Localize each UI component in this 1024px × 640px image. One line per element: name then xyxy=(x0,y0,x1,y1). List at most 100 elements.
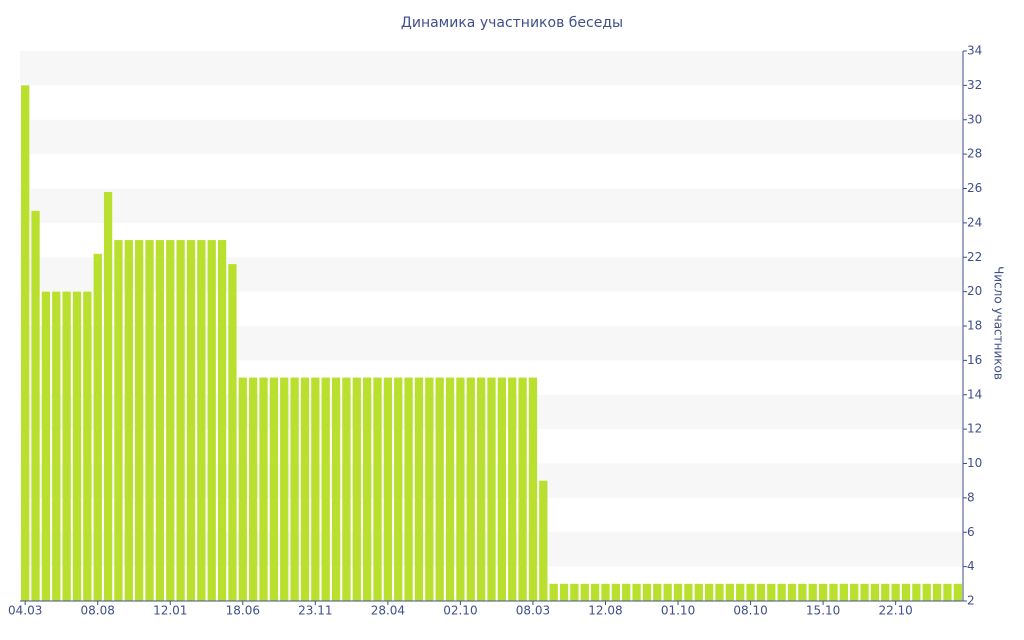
y-tick-label: 26 xyxy=(967,181,982,195)
y-tick-label: 16 xyxy=(967,353,982,367)
y-tick-label: 10 xyxy=(967,456,982,470)
x-tick-label: 18.06 xyxy=(226,604,260,618)
bar xyxy=(808,583,817,601)
y-tick-label: 30 xyxy=(967,112,982,126)
bar xyxy=(435,377,444,601)
bar xyxy=(632,583,641,601)
bar xyxy=(559,583,569,601)
bar xyxy=(425,377,434,601)
y-tick-label: 2 xyxy=(967,594,975,608)
x-tick-label: 02.10 xyxy=(443,604,477,618)
bar xyxy=(518,377,527,601)
bar xyxy=(715,583,724,601)
bar xyxy=(31,210,40,601)
bar xyxy=(839,583,848,601)
bar xyxy=(663,583,672,601)
y-tick-label: 24 xyxy=(967,215,982,229)
bar xyxy=(912,583,921,601)
bar xyxy=(684,583,693,601)
bar xyxy=(736,583,745,601)
x-tick-label: 04.03 xyxy=(8,604,42,618)
bar xyxy=(93,253,102,601)
bar xyxy=(300,377,310,601)
bar xyxy=(135,240,144,601)
bar xyxy=(155,240,165,601)
bar xyxy=(881,583,890,601)
bar xyxy=(642,583,652,601)
bar xyxy=(21,85,30,601)
x-tick-label: 28.04 xyxy=(371,604,405,618)
y-tick-label: 12 xyxy=(967,422,982,436)
bar xyxy=(694,583,703,601)
bar xyxy=(487,377,496,601)
bar xyxy=(870,583,880,601)
bar xyxy=(383,377,393,601)
bar xyxy=(528,377,538,601)
bar xyxy=(228,264,237,601)
bar xyxy=(352,377,361,601)
bar xyxy=(818,583,828,601)
bar xyxy=(103,191,113,601)
bar xyxy=(673,583,683,601)
bar xyxy=(932,583,942,601)
bar xyxy=(746,583,755,601)
chart-title: Динамика участников беседы xyxy=(401,15,623,31)
x-tick-label: 12.01 xyxy=(153,604,187,618)
bar xyxy=(549,583,558,601)
bar xyxy=(197,240,206,601)
bar xyxy=(445,377,455,601)
bar xyxy=(176,240,185,601)
bar xyxy=(860,583,869,601)
bar xyxy=(373,377,382,601)
bar xyxy=(331,377,341,601)
bar xyxy=(570,583,579,601)
bar xyxy=(311,377,320,601)
bar xyxy=(186,240,196,601)
bar xyxy=(850,583,859,601)
bar xyxy=(497,377,507,601)
y-tick-label: 18 xyxy=(967,319,982,333)
bar xyxy=(414,377,424,601)
bar xyxy=(611,583,620,601)
bar xyxy=(580,583,589,601)
bar xyxy=(217,240,227,601)
y-tick-label: 14 xyxy=(967,387,982,401)
bar xyxy=(798,583,807,601)
bar xyxy=(280,377,289,601)
bar xyxy=(829,583,838,601)
y-tick-label: 22 xyxy=(967,250,982,264)
x-tick-label: 01.10 xyxy=(661,604,695,618)
x-tick-label: 23.11 xyxy=(298,604,332,618)
bar xyxy=(114,240,123,601)
x-tick-label: 08.10 xyxy=(733,604,767,618)
y-axis-label: Число участников xyxy=(992,266,1006,380)
bar xyxy=(891,583,900,601)
x-tick-label: 08.03 xyxy=(516,604,550,618)
bar xyxy=(207,240,216,601)
bar xyxy=(238,377,247,601)
y-tick-label: 32 xyxy=(967,78,982,92)
x-tick-label: 12.08 xyxy=(588,604,622,618)
bar xyxy=(777,583,786,601)
bar xyxy=(590,583,600,601)
x-tick-label: 22.10 xyxy=(878,604,912,618)
bar xyxy=(269,377,279,601)
grid-band xyxy=(20,188,963,223)
bar xyxy=(404,377,413,601)
bar xyxy=(394,377,403,601)
bar xyxy=(767,583,776,601)
bar xyxy=(342,377,351,601)
bar xyxy=(539,480,548,601)
grid-band xyxy=(20,119,963,155)
x-tick-label: 15.10 xyxy=(806,604,840,618)
bar xyxy=(601,583,610,601)
bar xyxy=(83,291,92,601)
grid-band xyxy=(20,51,963,86)
bar xyxy=(653,583,662,601)
bar xyxy=(249,377,258,601)
bar xyxy=(124,240,133,601)
y-tick-label: 20 xyxy=(967,284,982,298)
bar xyxy=(166,240,175,601)
